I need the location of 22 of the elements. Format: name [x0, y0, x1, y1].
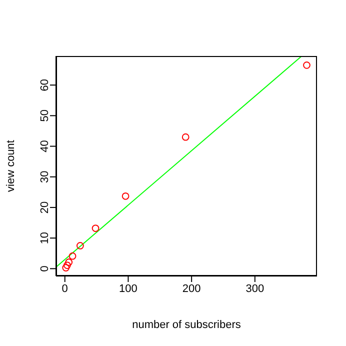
point	[92, 224, 100, 232]
point	[64, 262, 71, 269]
x-axis-title: number of subscribers	[132, 319, 242, 331]
y-tick-label: 60	[39, 78, 51, 92]
y-tick-label: 20	[39, 201, 51, 214]
point	[68, 252, 76, 260]
y-axis-title: view count	[5, 140, 17, 192]
x-tick-label: 200	[182, 282, 201, 295]
y-tick-label: 10	[39, 232, 51, 244]
y-tick-label: 0	[39, 266, 51, 272]
x-tick-label: 0	[62, 282, 68, 295]
y-tick-label: 40	[39, 140, 51, 152]
x-tick-label: 100	[119, 282, 138, 295]
point	[303, 61, 310, 69]
y-tick-label: 50	[39, 110, 51, 122]
x-tick-label: 300	[246, 282, 264, 295]
y-tick-label: 30	[39, 170, 51, 183]
point	[65, 258, 73, 266]
point	[62, 264, 70, 272]
point	[182, 133, 190, 141]
point	[122, 192, 130, 200]
point	[76, 242, 84, 250]
